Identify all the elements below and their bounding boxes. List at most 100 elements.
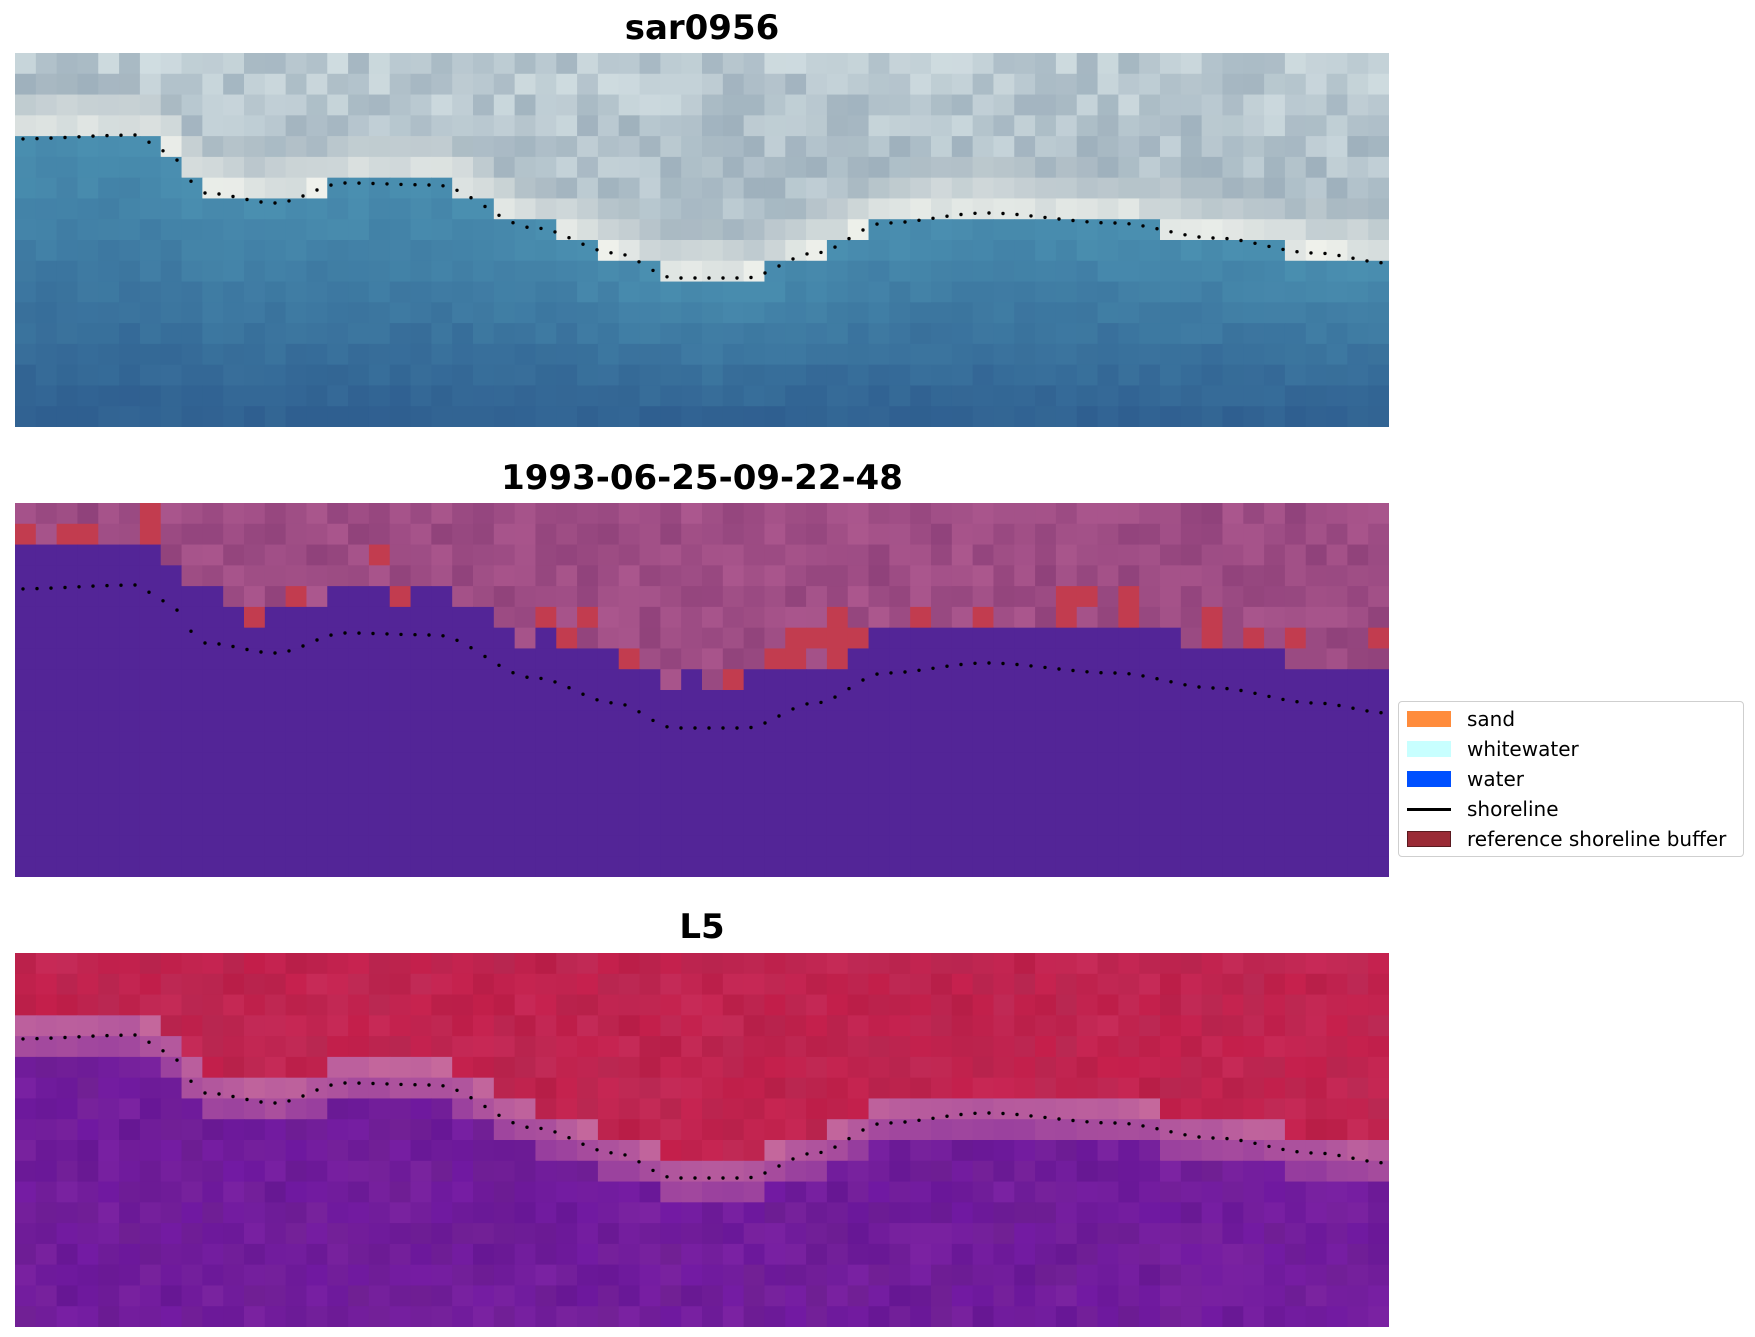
pixel	[1201, 260, 1224, 283]
pixel	[493, 1306, 516, 1327]
pixel	[35, 260, 58, 283]
pixel	[77, 323, 99, 345]
pixel	[618, 606, 641, 629]
pixel	[98, 385, 120, 407]
pixel	[826, 385, 849, 407]
pixel	[1180, 1264, 1203, 1287]
pixel	[1055, 385, 1078, 407]
shoreline-point	[651, 1168, 655, 1173]
pixel	[389, 1264, 412, 1287]
pixel	[826, 731, 849, 753]
pixel	[951, 973, 974, 996]
pixel	[98, 1098, 120, 1120]
pixel	[181, 53, 203, 75]
pixel	[1097, 343, 1119, 366]
pixel	[410, 156, 432, 179]
pixel	[514, 953, 537, 975]
pixel	[285, 1202, 308, 1224]
pixel	[452, 994, 474, 1016]
pixel	[764, 710, 786, 733]
pixel	[889, 973, 911, 996]
pixel	[181, 1056, 203, 1079]
pixel	[285, 752, 308, 774]
pixel	[1076, 1202, 1099, 1224]
pixel	[1160, 136, 1182, 158]
pixel	[98, 503, 120, 525]
pixel	[160, 1264, 183, 1287]
pixel	[202, 1036, 224, 1058]
pixel	[1076, 690, 1099, 712]
pixel	[1305, 1306, 1328, 1327]
pixel	[1014, 973, 1036, 996]
shoreline-point	[483, 204, 487, 209]
pixel	[1347, 1015, 1369, 1037]
pixel	[889, 565, 911, 587]
pixel	[1160, 1202, 1182, 1224]
pixel	[722, 503, 745, 525]
pixel	[139, 406, 162, 427]
pixel	[160, 1036, 183, 1058]
shoreline-point	[609, 1151, 613, 1155]
pixel	[743, 793, 766, 816]
pixel	[1055, 953, 1078, 975]
pixel	[119, 219, 141, 241]
pixel	[764, 73, 786, 96]
pixel	[139, 281, 162, 303]
pixel	[452, 156, 474, 179]
pixel	[327, 856, 349, 877]
pixel	[264, 523, 287, 546]
pixel	[660, 1056, 682, 1079]
pixel	[556, 281, 578, 303]
pixel	[15, 1243, 37, 1266]
pixel	[660, 1202, 682, 1224]
pixel	[826, 773, 849, 795]
pixel	[348, 240, 370, 262]
pixel	[181, 94, 203, 116]
pixel	[1347, 1036, 1369, 1058]
pixel	[1097, 856, 1119, 877]
pixel	[285, 973, 308, 996]
pixel	[77, 53, 99, 75]
pixel	[1014, 323, 1036, 345]
pixel	[806, 1264, 828, 1287]
pixel	[1284, 1077, 1307, 1100]
shoreline-point	[581, 1142, 585, 1146]
shoreline-point	[665, 275, 669, 279]
pixel	[868, 606, 890, 629]
pixel	[1305, 1202, 1328, 1224]
pixel	[785, 953, 807, 975]
pixel	[389, 1056, 412, 1079]
pixel	[493, 1015, 516, 1037]
pixel	[1368, 523, 1389, 546]
shoreline-point	[273, 1101, 277, 1105]
pixel	[264, 136, 287, 158]
pixel	[1180, 115, 1203, 137]
pixel	[1160, 544, 1182, 566]
shoreline-point	[1113, 1121, 1117, 1125]
pixel	[1118, 752, 1140, 774]
pixel	[348, 1264, 370, 1287]
pixel	[223, 856, 245, 877]
pixel	[556, 586, 578, 608]
pixel	[868, 731, 890, 753]
shoreline-point	[1323, 251, 1327, 256]
pixel	[1035, 586, 1057, 608]
pixel	[493, 669, 516, 691]
pixel	[181, 1264, 203, 1287]
pixel	[1160, 565, 1182, 587]
pixel	[847, 73, 870, 96]
pixel	[493, 53, 516, 75]
pixel	[1055, 1285, 1078, 1307]
pixel	[868, 94, 890, 116]
pixel	[743, 1015, 766, 1037]
pixel	[160, 773, 183, 795]
pixel	[285, 260, 308, 283]
pixel	[951, 260, 974, 283]
pixel	[743, 385, 766, 407]
pixel	[223, 793, 245, 816]
pixel	[1139, 793, 1161, 816]
pixel	[910, 973, 932, 996]
pixel	[1305, 953, 1328, 975]
pixel	[1264, 586, 1286, 608]
pixel	[951, 136, 974, 158]
